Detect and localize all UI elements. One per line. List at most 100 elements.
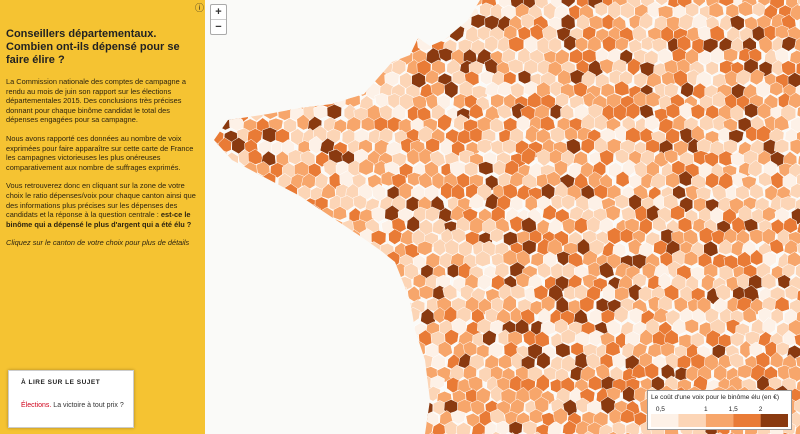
canton[interactable] [325, 57, 341, 74]
canton[interactable] [343, 401, 357, 417]
canton[interactable] [372, 387, 387, 406]
canton[interactable] [774, 24, 790, 39]
canton[interactable] [730, 104, 744, 122]
canton[interactable] [296, 228, 312, 246]
canton[interactable] [319, 386, 334, 404]
canton[interactable] [250, 82, 266, 100]
canton[interactable] [269, 185, 283, 202]
canton[interactable] [405, 332, 420, 349]
canton[interactable] [378, 308, 392, 326]
canton[interactable] [794, 333, 800, 348]
canton[interactable] [313, 14, 328, 30]
canton[interactable] [516, 184, 532, 201]
canton[interactable] [268, 344, 284, 362]
canton[interactable] [327, 261, 341, 277]
canton[interactable] [323, 26, 339, 41]
canton[interactable] [502, 294, 517, 313]
canton[interactable] [214, 251, 231, 268]
canton[interactable] [315, 307, 331, 325]
canton[interactable] [301, 397, 317, 416]
canton[interactable] [625, 422, 640, 434]
canton[interactable] [280, 275, 295, 291]
canton[interactable] [243, 343, 259, 360]
canton[interactable] [241, 206, 256, 222]
canton[interactable] [418, 285, 434, 300]
canton[interactable] [599, 217, 614, 233]
canton[interactable] [663, 149, 679, 164]
canton[interactable] [705, 329, 721, 348]
canton[interactable] [683, 250, 699, 267]
canton[interactable] [328, 377, 344, 396]
canton[interactable] [718, 0, 735, 7]
canton[interactable] [248, 329, 264, 345]
canton[interactable] [209, 286, 224, 304]
canton[interactable] [600, 396, 616, 415]
canton[interactable] [319, 272, 335, 290]
canton[interactable] [213, 148, 228, 165]
canton[interactable] [397, 389, 414, 407]
canton[interactable] [250, 241, 265, 259]
canton[interactable] [497, 104, 513, 120]
canton[interactable] [534, 0, 549, 9]
canton[interactable] [314, 217, 330, 234]
canton[interactable] [645, 91, 661, 108]
canton[interactable] [438, 47, 454, 62]
canton[interactable] [395, 421, 410, 434]
canton[interactable] [378, 351, 394, 368]
canton[interactable] [221, 355, 238, 373]
canton[interactable] [277, 34, 291, 52]
canton[interactable] [502, 183, 519, 200]
canton[interactable] [309, 387, 325, 404]
zoom-out[interactable]: − [211, 19, 226, 34]
canton[interactable] [274, 262, 290, 280]
canton[interactable] [690, 103, 706, 120]
canton[interactable] [301, 421, 317, 434]
canton[interactable] [238, 379, 253, 393]
canton[interactable] [316, 0, 332, 6]
canton[interactable] [442, 14, 459, 30]
canton[interactable] [270, 363, 285, 380]
canton[interactable] [309, 412, 323, 428]
canton[interactable] [314, 261, 330, 279]
canton[interactable] [309, 277, 323, 292]
canton[interactable] [443, 80, 459, 99]
canton[interactable] [271, 389, 286, 407]
canton[interactable] [301, 377, 317, 394]
canton[interactable] [660, 25, 674, 43]
canton[interactable] [425, 206, 441, 222]
canton[interactable] [326, 398, 342, 416]
canton[interactable] [605, 319, 621, 336]
canton[interactable] [283, 342, 299, 359]
canton[interactable] [520, 13, 535, 30]
canton[interactable] [232, 93, 247, 110]
canton[interactable] [358, 23, 374, 40]
canton[interactable] [289, 261, 305, 278]
canton[interactable] [261, 11, 276, 30]
canton[interactable] [437, 113, 453, 132]
canton[interactable] [496, 81, 513, 97]
canton[interactable] [536, 351, 551, 370]
canton[interactable] [277, 14, 292, 30]
canton[interactable] [684, 318, 699, 334]
canton[interactable] [315, 401, 331, 416]
canton[interactable] [342, 264, 358, 282]
canton[interactable] [781, 36, 797, 52]
canton[interactable] [306, 46, 321, 63]
canton[interactable] [300, 285, 316, 301]
canton[interactable] [223, 306, 239, 324]
canton[interactable] [301, 35, 317, 52]
canton[interactable] [730, 332, 745, 347]
canton[interactable] [353, 57, 370, 75]
canton[interactable] [230, 26, 246, 43]
canton[interactable] [262, 61, 278, 79]
canton[interactable] [365, 286, 382, 303]
canton[interactable] [490, 385, 504, 403]
canton[interactable] [302, 331, 317, 349]
canton[interactable] [313, 34, 328, 52]
canton[interactable] [303, 0, 319, 8]
canton[interactable] [294, 319, 310, 336]
canton[interactable] [293, 206, 310, 224]
canton[interactable] [217, 91, 234, 108]
canton[interactable] [216, 182, 232, 199]
canton[interactable] [365, 351, 381, 368]
